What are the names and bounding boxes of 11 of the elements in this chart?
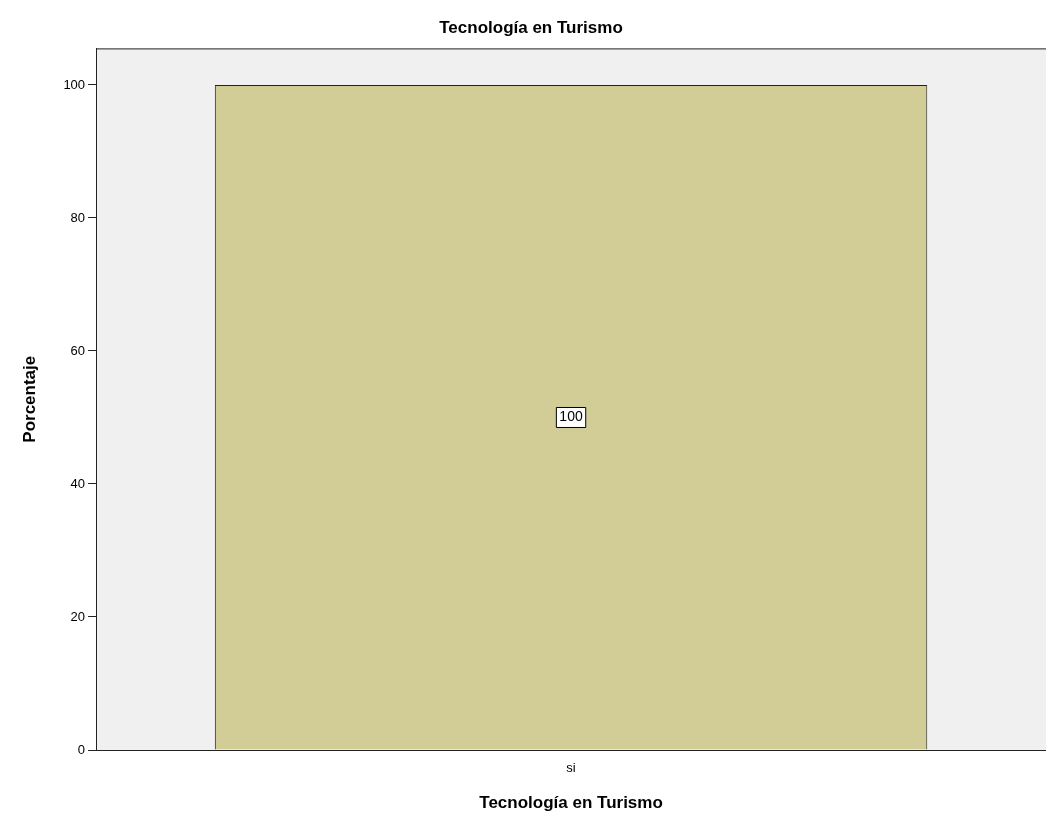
data-label: 100 <box>559 408 583 425</box>
y-tick-label: 60 <box>70 342 86 358</box>
y-tick-label: 100 <box>63 76 86 92</box>
y-tick-label: 0 <box>77 741 86 757</box>
chart-title: Tecnología en Turismo <box>439 17 623 37</box>
x-tick-label: si <box>566 760 576 776</box>
x-axis-title: Tecnología en Turismo <box>479 793 663 813</box>
y-tick-label: 40 <box>70 475 86 491</box>
y-tick-label: 20 <box>70 608 86 624</box>
y-tick-label: 80 <box>70 209 86 225</box>
y-axis-title: Porcentaje <box>19 355 39 443</box>
